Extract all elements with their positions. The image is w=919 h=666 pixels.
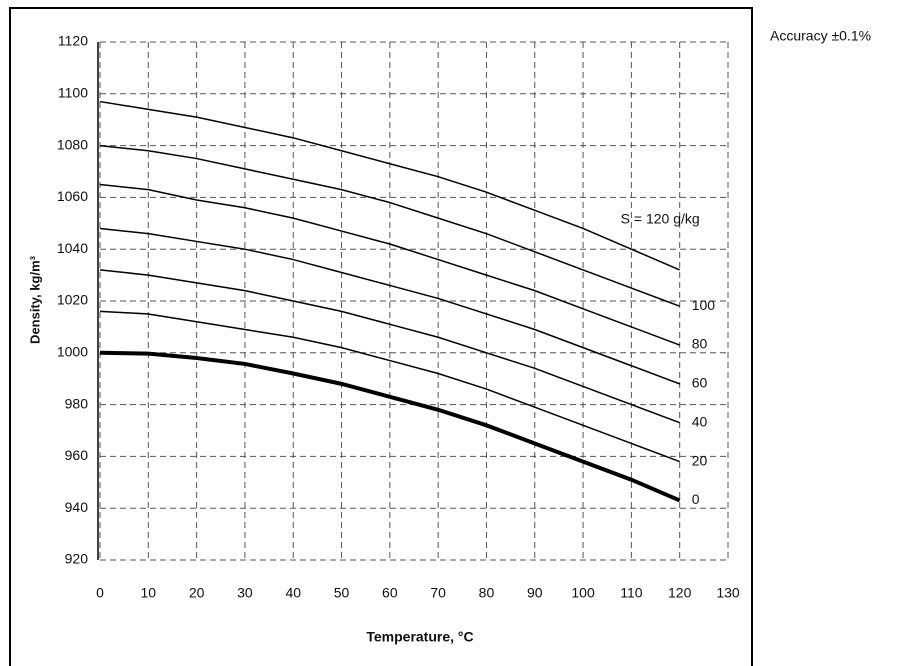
y-tick-label: 1120 [58,33,88,49]
y-tick-label: 1100 [58,85,88,101]
series-label: 40 [692,413,708,429]
annotation: Accuracy ±0.1% [770,28,871,44]
y-tick-label: 1080 [57,136,88,152]
x-tick-label: 10 [141,585,157,601]
y-tick-label: 920 [65,551,89,567]
x-tick-label: 70 [430,585,446,601]
y-tick-label: 980 [65,395,89,411]
y-tick-label: 1060 [57,188,88,204]
x-tick-label: 130 [716,585,740,601]
x-tick-label: 90 [527,585,543,601]
series-label: 60 [692,375,708,391]
x-tick-label: 80 [479,585,495,601]
data-line [99,310,680,463]
x-axis-label: Temperature, °C [366,629,473,645]
x-tick-label: 0 [96,585,104,601]
x-tick-label: 30 [237,585,253,601]
data-line [99,144,680,307]
series-label: 0 [692,491,700,507]
series-label: S = 120 g/kg [621,211,700,227]
data-line [99,269,680,424]
x-tick-label: 20 [189,585,205,601]
data-line [99,227,680,385]
y-axis-label: Density, kg/m³ [27,255,42,344]
x-tick-label: 50 [334,585,350,601]
x-tick-label: 100 [571,585,595,601]
y-tick-label: 960 [65,447,89,463]
y-tick-label: 1000 [57,344,88,360]
x-tick-label: 120 [668,585,692,601]
series-label: 20 [692,452,708,468]
series-label: 100 [692,297,716,313]
chart-frame [9,7,753,666]
x-tick-label: 110 [620,585,643,601]
y-tick-label: 1020 [57,292,88,308]
data-line [99,100,680,271]
data-line [99,183,680,346]
x-tick-label: 40 [285,585,301,601]
data-line [99,350,681,503]
y-tick-label: 1040 [57,240,88,256]
y-tick-label: 940 [65,499,89,515]
x-tick-label: 60 [382,585,398,601]
series-label: 80 [692,336,708,352]
